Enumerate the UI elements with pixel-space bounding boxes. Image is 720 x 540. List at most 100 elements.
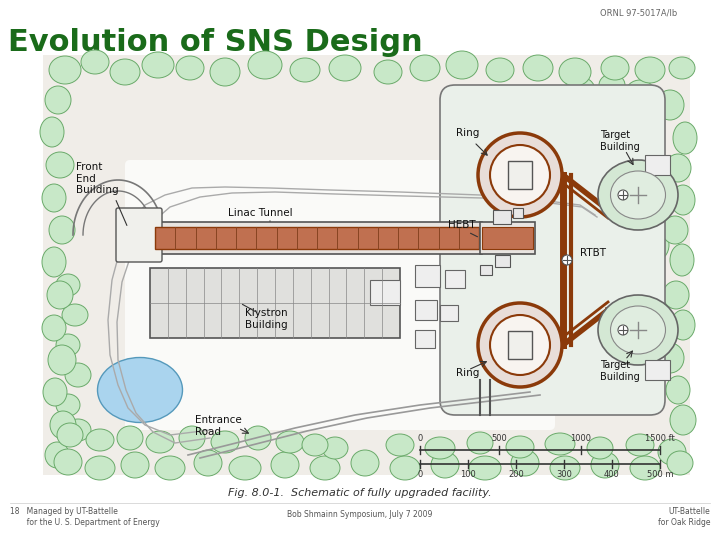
Ellipse shape bbox=[65, 419, 91, 441]
Text: 1500 ft: 1500 ft bbox=[645, 434, 675, 443]
Ellipse shape bbox=[49, 56, 81, 84]
Ellipse shape bbox=[550, 456, 580, 480]
Ellipse shape bbox=[425, 437, 455, 459]
Ellipse shape bbox=[40, 117, 64, 147]
Ellipse shape bbox=[467, 432, 493, 454]
Ellipse shape bbox=[42, 315, 66, 341]
Ellipse shape bbox=[56, 394, 80, 416]
Ellipse shape bbox=[302, 434, 328, 456]
Ellipse shape bbox=[42, 247, 66, 277]
Text: 500 m: 500 m bbox=[647, 470, 673, 479]
Ellipse shape bbox=[85, 456, 115, 480]
Text: 500: 500 bbox=[491, 434, 507, 443]
Ellipse shape bbox=[581, 96, 609, 120]
Ellipse shape bbox=[635, 196, 665, 224]
Text: ORNL 97-5017A/lb: ORNL 97-5017A/lb bbox=[600, 8, 678, 17]
Ellipse shape bbox=[42, 184, 66, 212]
Text: Front
End
Building: Front End Building bbox=[76, 162, 119, 195]
Ellipse shape bbox=[276, 431, 304, 453]
Text: 400: 400 bbox=[604, 470, 620, 479]
Ellipse shape bbox=[545, 433, 575, 455]
Text: Target
Building: Target Building bbox=[600, 130, 640, 152]
Ellipse shape bbox=[117, 426, 143, 450]
Ellipse shape bbox=[669, 57, 695, 79]
Ellipse shape bbox=[626, 80, 654, 104]
Ellipse shape bbox=[658, 439, 686, 465]
Ellipse shape bbox=[50, 411, 76, 439]
Ellipse shape bbox=[656, 343, 684, 373]
Ellipse shape bbox=[591, 452, 619, 478]
Text: 1000: 1000 bbox=[570, 434, 591, 443]
Bar bbox=[440, 305, 458, 321]
Bar bbox=[370, 280, 400, 305]
Ellipse shape bbox=[486, 58, 514, 82]
Ellipse shape bbox=[248, 51, 282, 79]
Ellipse shape bbox=[176, 56, 204, 80]
Ellipse shape bbox=[523, 55, 553, 81]
Ellipse shape bbox=[469, 456, 501, 480]
Text: HEBT: HEBT bbox=[448, 220, 476, 230]
Ellipse shape bbox=[673, 122, 697, 154]
Ellipse shape bbox=[110, 59, 140, 85]
Ellipse shape bbox=[633, 337, 663, 363]
Ellipse shape bbox=[374, 60, 402, 84]
Ellipse shape bbox=[56, 274, 80, 296]
Ellipse shape bbox=[611, 306, 665, 354]
Ellipse shape bbox=[43, 378, 67, 406]
Ellipse shape bbox=[65, 363, 91, 387]
Ellipse shape bbox=[630, 266, 660, 294]
Ellipse shape bbox=[667, 451, 693, 475]
Ellipse shape bbox=[670, 405, 696, 435]
Text: 18   Managed by UT-Battelle: 18 Managed by UT-Battelle bbox=[10, 507, 118, 516]
Circle shape bbox=[478, 303, 562, 387]
Ellipse shape bbox=[271, 452, 299, 478]
Ellipse shape bbox=[45, 442, 69, 468]
Ellipse shape bbox=[410, 55, 440, 81]
Ellipse shape bbox=[47, 281, 73, 309]
Ellipse shape bbox=[601, 56, 629, 80]
Text: 300: 300 bbox=[556, 470, 572, 479]
Text: Klystron
Building: Klystron Building bbox=[245, 308, 287, 329]
Bar bbox=[493, 210, 511, 224]
Ellipse shape bbox=[229, 456, 261, 480]
Bar bbox=[150, 268, 400, 338]
FancyBboxPatch shape bbox=[116, 208, 162, 262]
Ellipse shape bbox=[559, 58, 591, 86]
Ellipse shape bbox=[329, 55, 361, 81]
Ellipse shape bbox=[511, 450, 539, 476]
Text: Bob Shmainn Symposium, July 7 2009: Bob Shmainn Symposium, July 7 2009 bbox=[287, 510, 433, 519]
Text: Linac Tunnel: Linac Tunnel bbox=[228, 208, 292, 218]
Ellipse shape bbox=[671, 185, 695, 215]
Circle shape bbox=[562, 255, 572, 265]
Ellipse shape bbox=[565, 77, 595, 103]
Bar bbox=[152, 222, 482, 254]
Bar bbox=[43, 55, 690, 475]
Bar bbox=[513, 208, 523, 218]
Bar bbox=[415, 300, 437, 320]
Ellipse shape bbox=[86, 429, 114, 451]
Bar bbox=[415, 265, 440, 287]
Text: Target
Building: Target Building bbox=[600, 360, 640, 382]
Text: Ring: Ring bbox=[456, 128, 480, 138]
Bar bbox=[415, 330, 435, 348]
Ellipse shape bbox=[56, 334, 80, 356]
Bar bbox=[508, 161, 532, 189]
Bar bbox=[445, 270, 465, 288]
Ellipse shape bbox=[97, 357, 182, 422]
Bar bbox=[480, 265, 492, 275]
Ellipse shape bbox=[310, 456, 340, 480]
Ellipse shape bbox=[599, 74, 625, 96]
Ellipse shape bbox=[671, 310, 695, 340]
Ellipse shape bbox=[641, 229, 669, 261]
Ellipse shape bbox=[656, 90, 684, 120]
Ellipse shape bbox=[635, 57, 665, 83]
Circle shape bbox=[490, 145, 550, 205]
Ellipse shape bbox=[351, 450, 379, 476]
Ellipse shape bbox=[663, 281, 689, 309]
Ellipse shape bbox=[322, 437, 348, 459]
Ellipse shape bbox=[665, 154, 691, 182]
Ellipse shape bbox=[598, 160, 678, 230]
Ellipse shape bbox=[638, 300, 666, 330]
Ellipse shape bbox=[390, 456, 420, 480]
Circle shape bbox=[490, 315, 550, 375]
